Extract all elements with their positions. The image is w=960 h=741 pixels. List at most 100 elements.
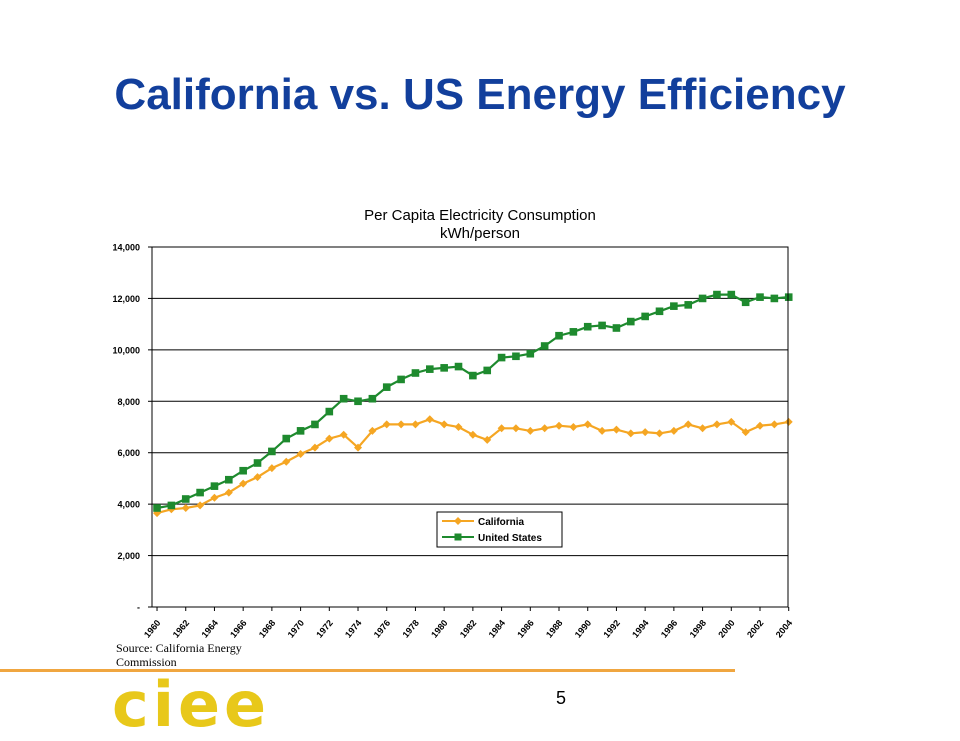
ciee-logo: ciee — [112, 668, 271, 741]
y-tick-label: 2,000 — [117, 551, 140, 561]
x-tick-label: 1988 — [544, 618, 565, 640]
y-tick-label: 6,000 — [117, 448, 140, 458]
data-point — [397, 420, 406, 429]
data-point — [756, 293, 764, 301]
data-point — [239, 466, 247, 475]
data-point — [655, 429, 664, 438]
data-point — [497, 353, 506, 362]
data-point — [339, 430, 348, 439]
data-point — [540, 342, 549, 350]
gridlines — [152, 246, 788, 557]
data-point — [669, 426, 678, 435]
x-tick-label: 1984 — [487, 618, 508, 640]
data-point — [713, 290, 721, 299]
data-point — [282, 457, 291, 466]
data-point — [210, 482, 219, 490]
chart-title: Per Capita Electricity Consumption — [364, 207, 596, 224]
data-point — [756, 421, 765, 430]
data-point — [253, 459, 262, 467]
data-point — [454, 423, 463, 431]
y-axis-ticks: - 2,000 4,000 6,000 8,000 10,000 12,000 14,000 — [112, 243, 152, 613]
data-point — [440, 420, 449, 429]
data-point — [196, 488, 204, 497]
x-tick-label: 1994 — [630, 618, 651, 640]
data-point — [483, 366, 492, 375]
data-point — [641, 428, 650, 437]
data-point — [354, 443, 363, 452]
y-tick-label: 8,000 — [117, 397, 140, 407]
data-point — [626, 429, 635, 438]
data-point — [425, 415, 434, 424]
data-point — [311, 420, 319, 429]
data-point — [296, 450, 305, 458]
data-point — [454, 362, 463, 371]
data-point — [239, 479, 248, 488]
x-tick-label: 2000 — [716, 618, 737, 640]
data-point — [741, 298, 750, 307]
x-tick-label: 1998 — [688, 618, 709, 640]
data-point — [426, 365, 434, 373]
legend-us-marker — [454, 533, 462, 541]
data-point — [598, 321, 606, 330]
data-point — [411, 369, 420, 377]
data-point — [469, 371, 477, 380]
y-tick-label: - — [137, 603, 140, 613]
data-point — [354, 397, 362, 406]
x-tick-label: 1968 — [257, 618, 278, 640]
data-point — [339, 394, 348, 403]
source-note: Source: California Energy Commission — [116, 641, 242, 669]
data-point — [368, 394, 377, 403]
data-point — [784, 417, 793, 426]
data-point — [167, 501, 176, 510]
x-tick-label: 1980 — [429, 618, 450, 640]
x-tick-label: 1970 — [286, 618, 307, 640]
data-point — [210, 493, 219, 502]
data-point — [397, 375, 405, 384]
data-point — [612, 324, 621, 332]
data-point — [483, 435, 492, 444]
data-point — [526, 349, 535, 358]
data-point — [684, 420, 693, 429]
data-point — [555, 421, 564, 430]
data-point — [468, 430, 477, 439]
legend-california-label: California — [478, 517, 525, 528]
x-tick-label: 2004 — [774, 618, 795, 640]
data-point — [698, 424, 707, 433]
data-point — [712, 420, 721, 429]
data-point — [583, 420, 592, 429]
data-point — [770, 294, 779, 303]
data-point — [153, 504, 161, 512]
data-point — [684, 301, 693, 309]
x-axis-ticks: 1960 1962 1964 1966 1968 1970 1972 1974 1976 1978… — [142, 607, 794, 640]
data-point — [569, 328, 578, 336]
x-tick-label: 1978 — [400, 618, 421, 640]
data-point — [526, 426, 535, 435]
data-point — [267, 464, 276, 473]
slide-title: California vs. US Energy Efficiency — [114, 70, 846, 119]
data-point — [253, 473, 262, 482]
series-layer — [153, 290, 793, 518]
footer-rule — [0, 669, 735, 672]
x-tick-label: 1986 — [515, 618, 536, 640]
electricity-consumption-chart: Per Capita Electricity Consumption kWh/p… — [112, 207, 794, 640]
x-tick-label: 1964 — [199, 618, 220, 640]
x-tick-label: 1974 — [343, 618, 364, 640]
y-tick-label: 10,000 — [112, 345, 140, 355]
data-point — [555, 331, 563, 340]
data-point — [670, 302, 678, 310]
data-point — [626, 317, 635, 326]
data-point — [583, 322, 592, 331]
data-point — [440, 364, 448, 372]
data-point — [181, 504, 190, 512]
data-point — [382, 383, 391, 391]
data-point — [741, 428, 750, 437]
data-point — [368, 426, 377, 435]
data-point — [598, 426, 607, 435]
data-point — [569, 423, 578, 431]
x-tick-label: 1996 — [659, 618, 680, 640]
data-point — [612, 425, 621, 434]
data-point — [181, 495, 190, 503]
data-point — [540, 424, 549, 433]
data-point — [770, 420, 779, 429]
data-point — [727, 290, 736, 299]
